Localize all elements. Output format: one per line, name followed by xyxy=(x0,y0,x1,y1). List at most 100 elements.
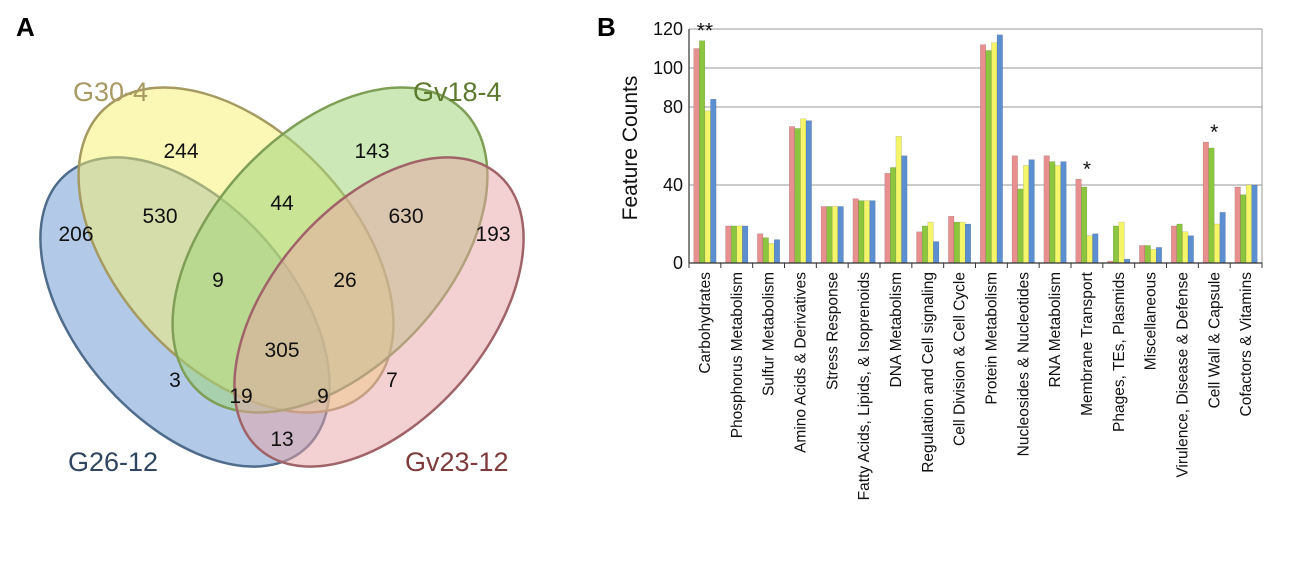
bar xyxy=(895,136,902,264)
y-tick-label: 0 xyxy=(673,253,683,273)
bar xyxy=(985,50,992,264)
bar xyxy=(980,44,987,264)
bar xyxy=(757,233,764,264)
y-tick-labels: 0 40 80 100 120 xyxy=(653,19,683,273)
venn-count: 143 xyxy=(354,140,389,163)
bar xyxy=(742,225,749,264)
bar xyxy=(1112,225,1119,264)
bar xyxy=(996,34,1003,264)
bar xyxy=(1176,223,1183,264)
category-label: Virulence, Disease & Defense xyxy=(1174,272,1191,478)
bar xyxy=(1054,165,1061,264)
category-labels: Carbohydrates Phosphorus Metabolism Sulfur… xyxy=(697,271,1255,500)
venn-count: 19 xyxy=(229,385,252,408)
category-label: Fatty Acids, Lipids, & Isoprenoids xyxy=(856,272,873,501)
venn-count: 530 xyxy=(142,205,177,228)
bar xyxy=(1092,233,1099,264)
bar xyxy=(964,223,971,264)
bar xyxy=(704,110,711,264)
bar xyxy=(805,120,812,264)
venn-count: 9 xyxy=(212,269,224,292)
bar xyxy=(736,225,743,264)
category-label: Amino Acids & Derivatives xyxy=(792,272,809,453)
bar xyxy=(826,206,833,264)
venn-count: 305 xyxy=(264,339,299,362)
category-label: Phosphorus Metabolism xyxy=(729,272,746,438)
y-tick-label: 120 xyxy=(653,19,683,39)
bar xyxy=(1245,184,1252,264)
significance-marker: * xyxy=(1083,158,1091,181)
bar xyxy=(959,221,966,264)
bar xyxy=(1081,186,1088,264)
bar xyxy=(1251,184,1258,264)
venn-count: 244 xyxy=(163,140,198,163)
venn-label-g26-12: G26-12 xyxy=(68,447,158,477)
category-label: RNA Metabolism xyxy=(1047,272,1064,387)
bar xyxy=(1028,159,1035,264)
venn-label-g30-4: G30-4 xyxy=(73,77,148,107)
bar xyxy=(820,206,827,264)
bar xyxy=(1139,245,1146,264)
bar xyxy=(1011,155,1018,264)
significance-markers: **** xyxy=(697,20,1219,181)
category-label: Nucleosides & Nucleotides xyxy=(1015,272,1032,457)
venn-set-gv23-12 xyxy=(233,156,525,468)
venn-count: 7 xyxy=(386,369,398,392)
venn-count: 206 xyxy=(58,223,93,246)
y-tick-label: 100 xyxy=(653,58,683,78)
bar xyxy=(1202,141,1209,264)
category-label: Miscellaneous xyxy=(1143,272,1160,370)
bar xyxy=(800,118,807,264)
bar xyxy=(1086,235,1093,264)
category-label: Cell Wall & Capsule xyxy=(1206,272,1223,408)
significance-marker: ** xyxy=(697,20,713,43)
venn-count: 26 xyxy=(333,269,356,292)
y-tick-label: 80 xyxy=(663,97,683,117)
bar xyxy=(794,128,801,264)
panel-b-letter: B xyxy=(597,12,616,42)
category-label: Cell Division & Cell Cycle xyxy=(952,272,969,446)
bar xyxy=(884,173,891,264)
bar xyxy=(869,200,876,264)
chart-gridlines xyxy=(689,28,1263,263)
bar xyxy=(1075,178,1082,264)
bar xyxy=(693,48,700,264)
bar xyxy=(699,40,706,264)
bar xyxy=(789,126,796,264)
bar xyxy=(1240,194,1247,264)
bar xyxy=(901,155,908,264)
bar xyxy=(1214,223,1221,264)
venn-count: 193 xyxy=(475,223,510,246)
chart-bars xyxy=(693,34,1258,264)
bar xyxy=(953,221,960,264)
venn-count: 44 xyxy=(270,192,294,215)
category-label: Sulfur Metabolism xyxy=(761,272,778,396)
category-label: Membrane Transport xyxy=(1079,271,1096,416)
significance-marker: * xyxy=(1210,121,1218,144)
category-label: Carbohydrates xyxy=(697,272,714,374)
bar xyxy=(1155,247,1162,264)
category-label: Protein Metabolism xyxy=(983,272,1000,405)
bar xyxy=(768,243,775,264)
bar xyxy=(933,241,940,264)
category-label: Regulation and Cell signaling xyxy=(920,272,937,473)
y-tick-label: 40 xyxy=(663,175,683,195)
y-axis-label: Feature Counts xyxy=(619,76,642,221)
bar xyxy=(852,198,859,264)
bar xyxy=(1182,231,1189,264)
chart-axes xyxy=(688,29,1263,268)
bar xyxy=(916,231,923,264)
bar xyxy=(1234,186,1241,264)
bar xyxy=(863,200,870,264)
venn-count: 9 xyxy=(317,385,329,408)
bar xyxy=(890,167,897,264)
bar xyxy=(858,200,865,264)
bar xyxy=(710,98,717,264)
bar xyxy=(1023,165,1030,264)
bar xyxy=(832,206,839,264)
bar xyxy=(837,206,844,264)
bar xyxy=(1171,225,1178,264)
bar xyxy=(948,215,955,264)
venn-count: 3 xyxy=(169,369,181,392)
